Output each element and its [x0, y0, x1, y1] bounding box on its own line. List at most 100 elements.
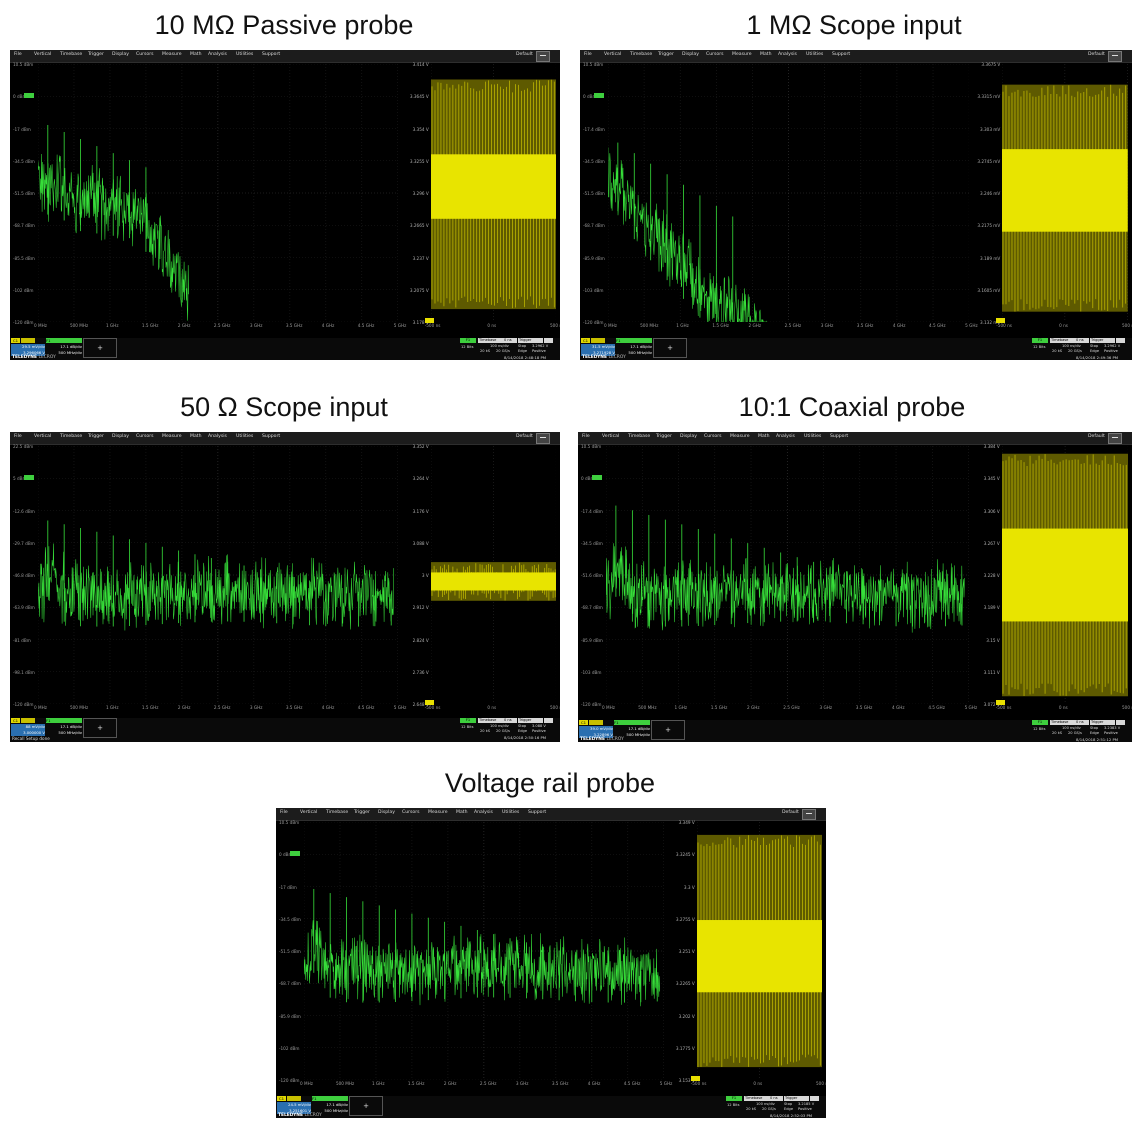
channel-c1-descriptor[interactable]: C1 39.0 mV/div 3.22896 V — [579, 720, 613, 738]
menu-display[interactable]: Display — [682, 52, 699, 57]
menu-cursors[interactable]: Cursors — [136, 434, 154, 439]
timebase-trigger-descriptor[interactable]: F1 12 Bits Timebase 0 ns Trigger Stop 3.2962 V… — [1032, 338, 1127, 356]
timebase-trigger-descriptor[interactable]: F1 12 Bits Timebase 0 ns Trigger Stop 3.2185 V… — [726, 1096, 821, 1114]
menu-utilities[interactable]: Utilities — [502, 810, 520, 815]
channel-offset-marker[interactable] — [424, 700, 434, 705]
math-f1-descriptor[interactable]: F1 17.1 dB/div 500 MHz/div — [46, 338, 82, 356]
channel-c1-descriptor[interactable]: C1 24.5 mV/div 3.251601 V — [277, 1096, 311, 1114]
menu-math[interactable]: Math — [758, 434, 770, 439]
add-trace-button[interactable]: + — [83, 338, 117, 358]
fft-trace-marker[interactable] — [24, 475, 34, 481]
brand-logo: TELEDYNE LECROY — [12, 355, 56, 360]
fft-x-tick-label: 2 GHz — [747, 705, 760, 710]
menu-measure[interactable]: Measure — [162, 434, 182, 439]
menu-timebase[interactable]: Timebase — [60, 434, 83, 439]
default-setup-button[interactable] — [1108, 433, 1122, 444]
menu-utilities[interactable]: Utilities — [236, 434, 254, 439]
add-trace-button[interactable]: + — [83, 718, 117, 738]
menu-support[interactable]: Support — [528, 810, 547, 815]
menu-utilities[interactable]: Utilities — [806, 52, 824, 57]
menu-analysis[interactable]: Analysis — [776, 434, 795, 439]
channel-c1-descriptor[interactable]: C1 88 mV/div 3.000000 V — [11, 718, 45, 736]
fft-y-tick-label: -34.5 dBm — [279, 916, 301, 922]
menu-support[interactable]: Support — [830, 434, 849, 439]
menu-measure[interactable]: Measure — [730, 434, 750, 439]
timebase-trigger-descriptor[interactable]: F1 12 Bits Timebase 0 ns Trigger Stop 3.2962 V… — [460, 338, 555, 356]
fft-trace-marker[interactable] — [592, 475, 602, 481]
menu-trigger[interactable]: Trigger — [658, 52, 674, 57]
menu-trigger[interactable]: Trigger — [88, 52, 104, 57]
channel-offset-marker[interactable] — [995, 700, 1005, 705]
default-setup-button[interactable] — [802, 809, 816, 820]
menu-display[interactable]: Display — [680, 434, 697, 439]
menu-math[interactable]: Math — [456, 810, 468, 815]
fft-y-tick-label: -85.9 dBm — [581, 637, 603, 643]
menu-utilities[interactable]: Utilities — [236, 52, 254, 57]
fft-trace-marker[interactable] — [24, 93, 34, 99]
math-f1-descriptor[interactable]: F1 17.1 dB/div 500 MHz/div — [614, 720, 650, 738]
time-x-tick-label: -500 ns — [996, 323, 1012, 328]
add-trace-button[interactable]: + — [653, 338, 687, 358]
timebase-header: Timebase — [478, 338, 517, 343]
timebase-trigger-descriptor[interactable]: F1 12 Bits Timebase 0 ns Trigger Stop 3.2383 V… — [1032, 720, 1127, 738]
menu-trigger[interactable]: Trigger — [656, 434, 672, 439]
menu-timebase[interactable]: Timebase — [630, 52, 653, 57]
menu-cursors[interactable]: Cursors — [706, 52, 724, 57]
default-setup-button[interactable] — [1108, 51, 1122, 62]
menu-analysis[interactable]: Analysis — [474, 810, 493, 815]
menu-measure[interactable]: Measure — [732, 52, 752, 57]
menu-file[interactable]: File — [582, 434, 590, 439]
menu-analysis[interactable]: Analysis — [208, 434, 227, 439]
menu-math[interactable]: Math — [190, 52, 202, 57]
math-f1-descriptor[interactable]: F1 17.1 dB/div 500 MHz/div — [46, 718, 82, 736]
math-f1-descriptor[interactable]: F1 17.1 dB/div 500 MHz/div — [616, 338, 652, 356]
menu-timebase[interactable]: Timebase — [326, 810, 349, 815]
menu-analysis[interactable]: Analysis — [778, 52, 797, 57]
menu-vertical[interactable]: Vertical — [602, 434, 620, 439]
channel-offset-marker[interactable] — [424, 318, 434, 323]
math-f1-descriptor[interactable]: F1 17.1 dB/div 500 MHz/div — [312, 1096, 348, 1114]
default-setup-button[interactable] — [536, 51, 550, 62]
menu-file[interactable]: File — [280, 810, 288, 815]
time-plot — [430, 64, 556, 322]
menu-cursors[interactable]: Cursors — [136, 52, 154, 57]
menu-vertical[interactable]: Vertical — [34, 52, 52, 57]
menu-display[interactable]: Display — [112, 52, 129, 57]
menu-file[interactable]: File — [14, 434, 22, 439]
menu-utilities[interactable]: Utilities — [804, 434, 822, 439]
menu-display[interactable]: Display — [112, 434, 129, 439]
menu-file[interactable]: File — [14, 52, 22, 57]
menu-support[interactable]: Support — [832, 52, 851, 57]
default-setup-button[interactable] — [536, 433, 550, 444]
menu-measure[interactable]: Measure — [428, 810, 448, 815]
acquisition-bits: 12 Bits — [461, 725, 474, 729]
c1-scale: 39.0 mV/div — [579, 726, 613, 732]
channel-c1-descriptor[interactable]: C1 29.5 mV/div 3.296066 V — [11, 338, 45, 356]
menu-cursors[interactable]: Cursors — [402, 810, 420, 815]
menu-display[interactable]: Display — [378, 810, 395, 815]
menu-math[interactable]: Math — [760, 52, 772, 57]
fft-trace-marker[interactable] — [594, 93, 604, 99]
add-trace-button[interactable]: + — [651, 720, 685, 740]
fft-trace-marker[interactable] — [290, 851, 300, 857]
menu-trigger[interactable]: Trigger — [354, 810, 370, 815]
add-trace-button[interactable]: + — [349, 1096, 383, 1116]
menu-cursors[interactable]: Cursors — [704, 434, 722, 439]
menu-file[interactable]: File — [584, 52, 592, 57]
menu-analysis[interactable]: Analysis — [208, 52, 227, 57]
channel-offset-marker[interactable] — [690, 1076, 700, 1081]
menu-vertical[interactable]: Vertical — [300, 810, 318, 815]
menu-support[interactable]: Support — [262, 52, 281, 57]
channel-offset-marker[interactable] — [996, 318, 1006, 323]
menu-support[interactable]: Support — [262, 434, 281, 439]
timebase-trigger-descriptor[interactable]: F1 12 Bits Timebase 0 ns Trigger Stop 3.088 V 1… — [460, 718, 555, 736]
menu-measure[interactable]: Measure — [162, 52, 182, 57]
menu-timebase[interactable]: Timebase — [60, 52, 83, 57]
menu-vertical[interactable]: Vertical — [604, 52, 622, 57]
channel-c1-descriptor[interactable]: C1 31.5 mV/div 3.271928 V — [581, 338, 615, 356]
menu-math[interactable]: Math — [190, 434, 202, 439]
menu-trigger[interactable]: Trigger — [88, 434, 104, 439]
menu-vertical[interactable]: Vertical — [34, 434, 52, 439]
menu-timebase[interactable]: Timebase — [628, 434, 651, 439]
f1-tag: F1 — [46, 718, 82, 723]
